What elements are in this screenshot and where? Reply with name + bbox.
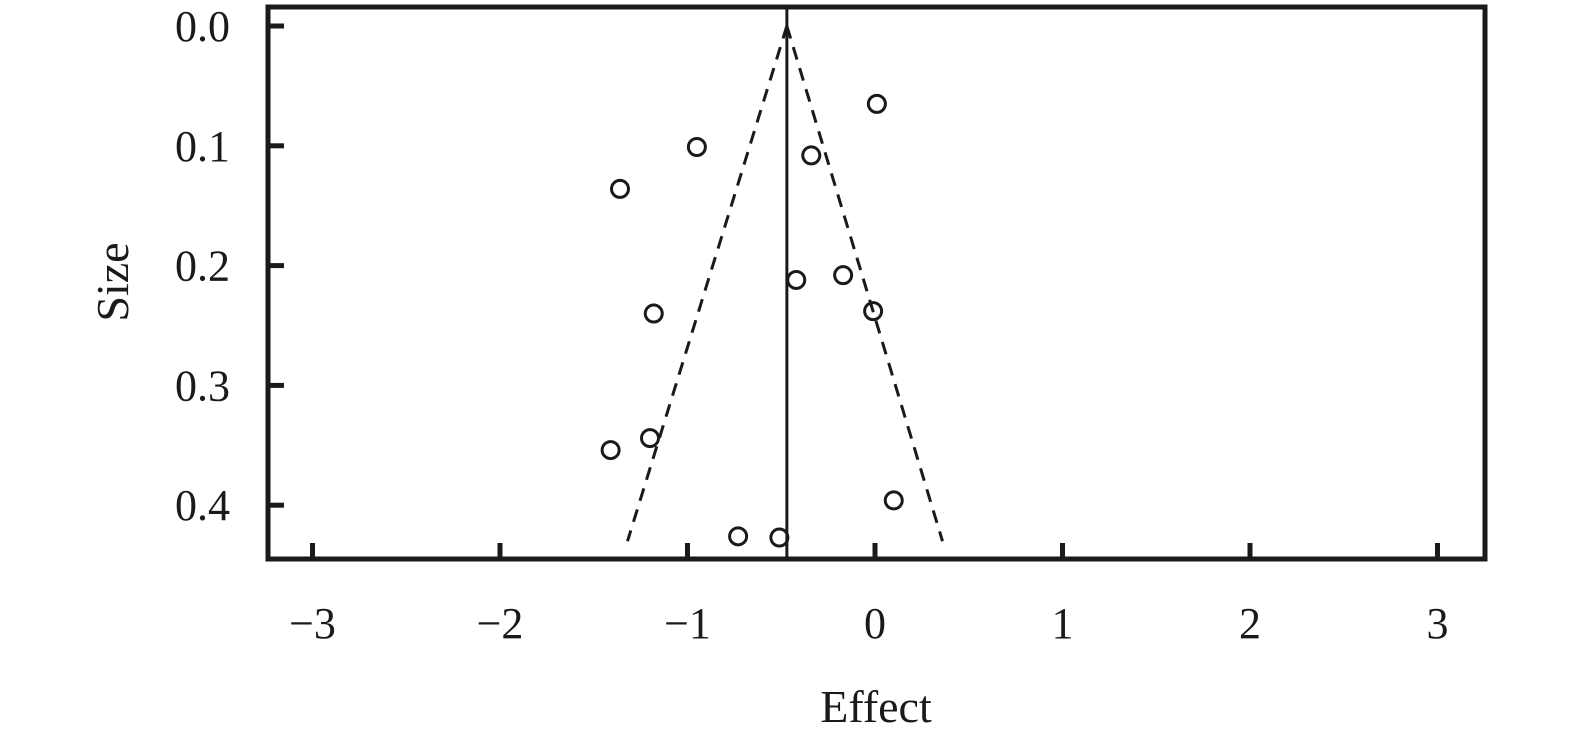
plot-frame: [265, 4, 1488, 562]
funnel-limit-line-1: [626, 25, 789, 542]
data-point-13: [769, 527, 790, 548]
x-tick-label: −1: [664, 599, 711, 648]
x-tick-label: 3: [1427, 599, 1449, 648]
data-point-3: [801, 145, 822, 166]
y-tick-label: 0.0: [175, 2, 230, 51]
x-tick-label: −2: [477, 599, 524, 648]
data-point-12: [728, 526, 749, 547]
x-tick-label: 0: [864, 599, 886, 648]
data-point-1: [866, 93, 887, 114]
data-point-6: [833, 265, 854, 286]
data-point-2: [686, 136, 707, 157]
data-point-7: [643, 303, 664, 324]
y-tick-label: 0.2: [175, 242, 230, 291]
funnel-limit-line-2: [785, 25, 944, 542]
y-axis-ticks: 0.0 0.1 0.2 0.3 0.4: [175, 2, 284, 530]
data-point-10: [600, 440, 621, 461]
data-point-11: [883, 490, 904, 511]
y-tick-label: 0.1: [175, 122, 230, 171]
data-points: [600, 93, 904, 548]
x-axis-label: Effect: [820, 681, 932, 732]
x-tick-label: 1: [1052, 599, 1074, 648]
x-tick-label: 2: [1239, 599, 1261, 648]
x-tick-label: −3: [289, 599, 336, 648]
y-tick-label: 0.3: [175, 361, 230, 410]
data-point-8: [863, 301, 884, 322]
data-point-5: [786, 269, 807, 290]
x-axis-ticks: −3 −2 −1 0 1 2 3: [289, 543, 1449, 648]
reference-lines: [626, 7, 944, 559]
y-tick-label: 0.4: [175, 481, 230, 530]
data-point-4: [610, 178, 630, 199]
data-point-9: [640, 428, 660, 449]
y-axis-label: Size: [87, 242, 138, 321]
